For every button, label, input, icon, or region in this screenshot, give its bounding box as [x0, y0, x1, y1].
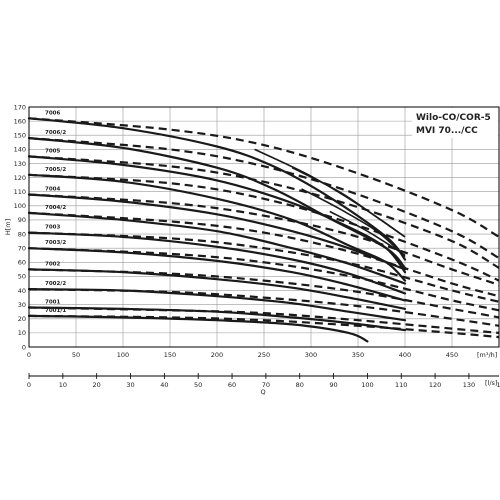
y-tick-label: 70 [18, 244, 26, 252]
curve-label-7006: 7006 [45, 110, 60, 116]
curve-label-7003: 7003 [45, 225, 60, 231]
y-tick-label: 160 [14, 117, 26, 125]
curve-label-7004-2: 7004/2 [45, 205, 66, 211]
y-axis-label: H[m] [4, 219, 12, 235]
x-unit-bottom: [l/s] [485, 379, 497, 387]
y-tick-label: 0 [22, 343, 26, 351]
y-tick-label: 100 [14, 202, 26, 210]
x-tick-label: 100 [117, 351, 129, 359]
limit-curve [254, 148, 406, 238]
x-tick-label: 200 [211, 351, 223, 359]
y-tick-label: 30 [18, 301, 26, 309]
secondary-x-tick-label: 90 [329, 381, 337, 389]
secondary-x-tick-label: 120 [429, 381, 441, 389]
curve-label-7002: 7002 [45, 261, 60, 267]
plot-frame [28, 106, 500, 348]
y-tick-label: 140 [14, 146, 26, 154]
secondary-x-tick-label: 80 [296, 381, 304, 389]
title-box [412, 108, 498, 138]
x-tick-label: 350 [352, 351, 364, 359]
curve-solid-7002 [27, 268, 407, 310]
curve-label-7001-1: 7001/1 [45, 308, 66, 314]
secondary-x-tick-label: 40 [160, 381, 168, 389]
limit-curve [329, 210, 406, 256]
x-tick-label: 300 [305, 351, 317, 359]
y-tick-label: 130 [14, 160, 26, 168]
secondary-x-axis-ticks: 0 10 20 30 40 50 60 70 80 90 100 110 120 130 140 [27, 373, 500, 389]
secondary-x-tick-label: 110 [395, 381, 407, 389]
curve-solid-7004 [27, 193, 407, 271]
curve-solid-7002-2 [27, 288, 407, 322]
curve-solid-7001-1 [27, 314, 369, 343]
curve-dashed-7003 [28, 231, 500, 303]
x-unit-top: [m³/h] [477, 351, 497, 359]
y-tick-label: 110 [14, 188, 26, 196]
curve-solid-7001 [27, 306, 407, 332]
secondary-x-tick-label: 100 [361, 381, 373, 389]
secondary-x-tick-label: 0 [27, 381, 31, 389]
curve-solid-7005 [27, 155, 407, 274]
y-tick-label: 40 [18, 287, 26, 295]
curve-label-7006-2: 7006/2 [45, 130, 66, 136]
chart-title-line1: Wilo-CO/COR-5 [416, 113, 491, 123]
curve-dashed-7006 [28, 117, 500, 238]
curve-label-7005: 7005 [45, 148, 60, 154]
limit-curve [301, 188, 406, 258]
x-tick-label: 250 [258, 351, 270, 359]
x-tick-label: 150 [164, 351, 176, 359]
y-tick-label: 90 [18, 216, 26, 224]
secondary-x-tick-label: 130 [463, 381, 475, 389]
y-tick-label: 150 [14, 132, 26, 140]
secondary-x-tick-label: 20 [93, 381, 101, 389]
curve-label-7005-2: 7005/2 [45, 167, 66, 173]
y-tick-label: 120 [14, 174, 26, 182]
x-axis-ticks: 0 50 100 150 200 250 300 350 400 450 [27, 351, 458, 359]
curve-dashed-7005 [28, 155, 500, 269]
secondary-x-tick-label: 60 [228, 381, 236, 389]
secondary-x-tick-label: 50 [194, 381, 202, 389]
curve-label-7004: 7004 [45, 187, 60, 193]
y-tick-label: 10 [18, 329, 26, 337]
secondary-x-tick-label: 30 [126, 381, 134, 389]
curve-dashed-7003-2 [28, 247, 500, 312]
secondary-x-tick-label: 140 [497, 381, 500, 389]
y-axis-ticks: 0 10 20 30 40 50 60 70 80 90 100 110 120 130 140 150 160… [14, 103, 26, 351]
secondary-x-tick-label: 10 [59, 381, 67, 389]
y-tick-label: 60 [18, 259, 26, 267]
y-tick-label: 80 [18, 230, 26, 238]
x-tick-label: 400 [399, 351, 411, 359]
limit-curve [291, 166, 406, 238]
curve-solid-7006 [27, 117, 407, 261]
x-tick-label: 450 [446, 351, 458, 359]
curve-solid-7003-2 [27, 247, 407, 302]
secondary-x-tick-label: 70 [262, 381, 270, 389]
y-tick-label: 170 [14, 103, 26, 111]
curve-label-7001: 7001 [45, 299, 60, 305]
y-tick-label: 50 [18, 273, 26, 281]
curve-dashed-7004-2 [28, 211, 500, 298]
x-tick-label: 0 [27, 351, 31, 359]
y-tick-label: 20 [18, 315, 26, 323]
curve-labels: 7006 7006/2 7005 7005/2 7004 7004/2 7003 7003/2… [45, 110, 66, 314]
curve-dashed-7004 [28, 193, 500, 286]
curve-dashed-7006-2 [28, 137, 500, 260]
curve-dashed-7005-2 [28, 173, 500, 282]
curve-label-7003-2: 7003/2 [45, 240, 66, 246]
pump-curves [27, 117, 500, 343]
x-axis-label: Q [260, 388, 265, 396]
curve-solid-7003 [27, 231, 407, 295]
x-tick-label: 50 [72, 351, 80, 359]
chart-title-line2: MVI 70.../CC [416, 126, 478, 136]
curve-solid-7004-2 [27, 211, 407, 285]
curve-label-7002-2: 7002/2 [45, 281, 66, 287]
